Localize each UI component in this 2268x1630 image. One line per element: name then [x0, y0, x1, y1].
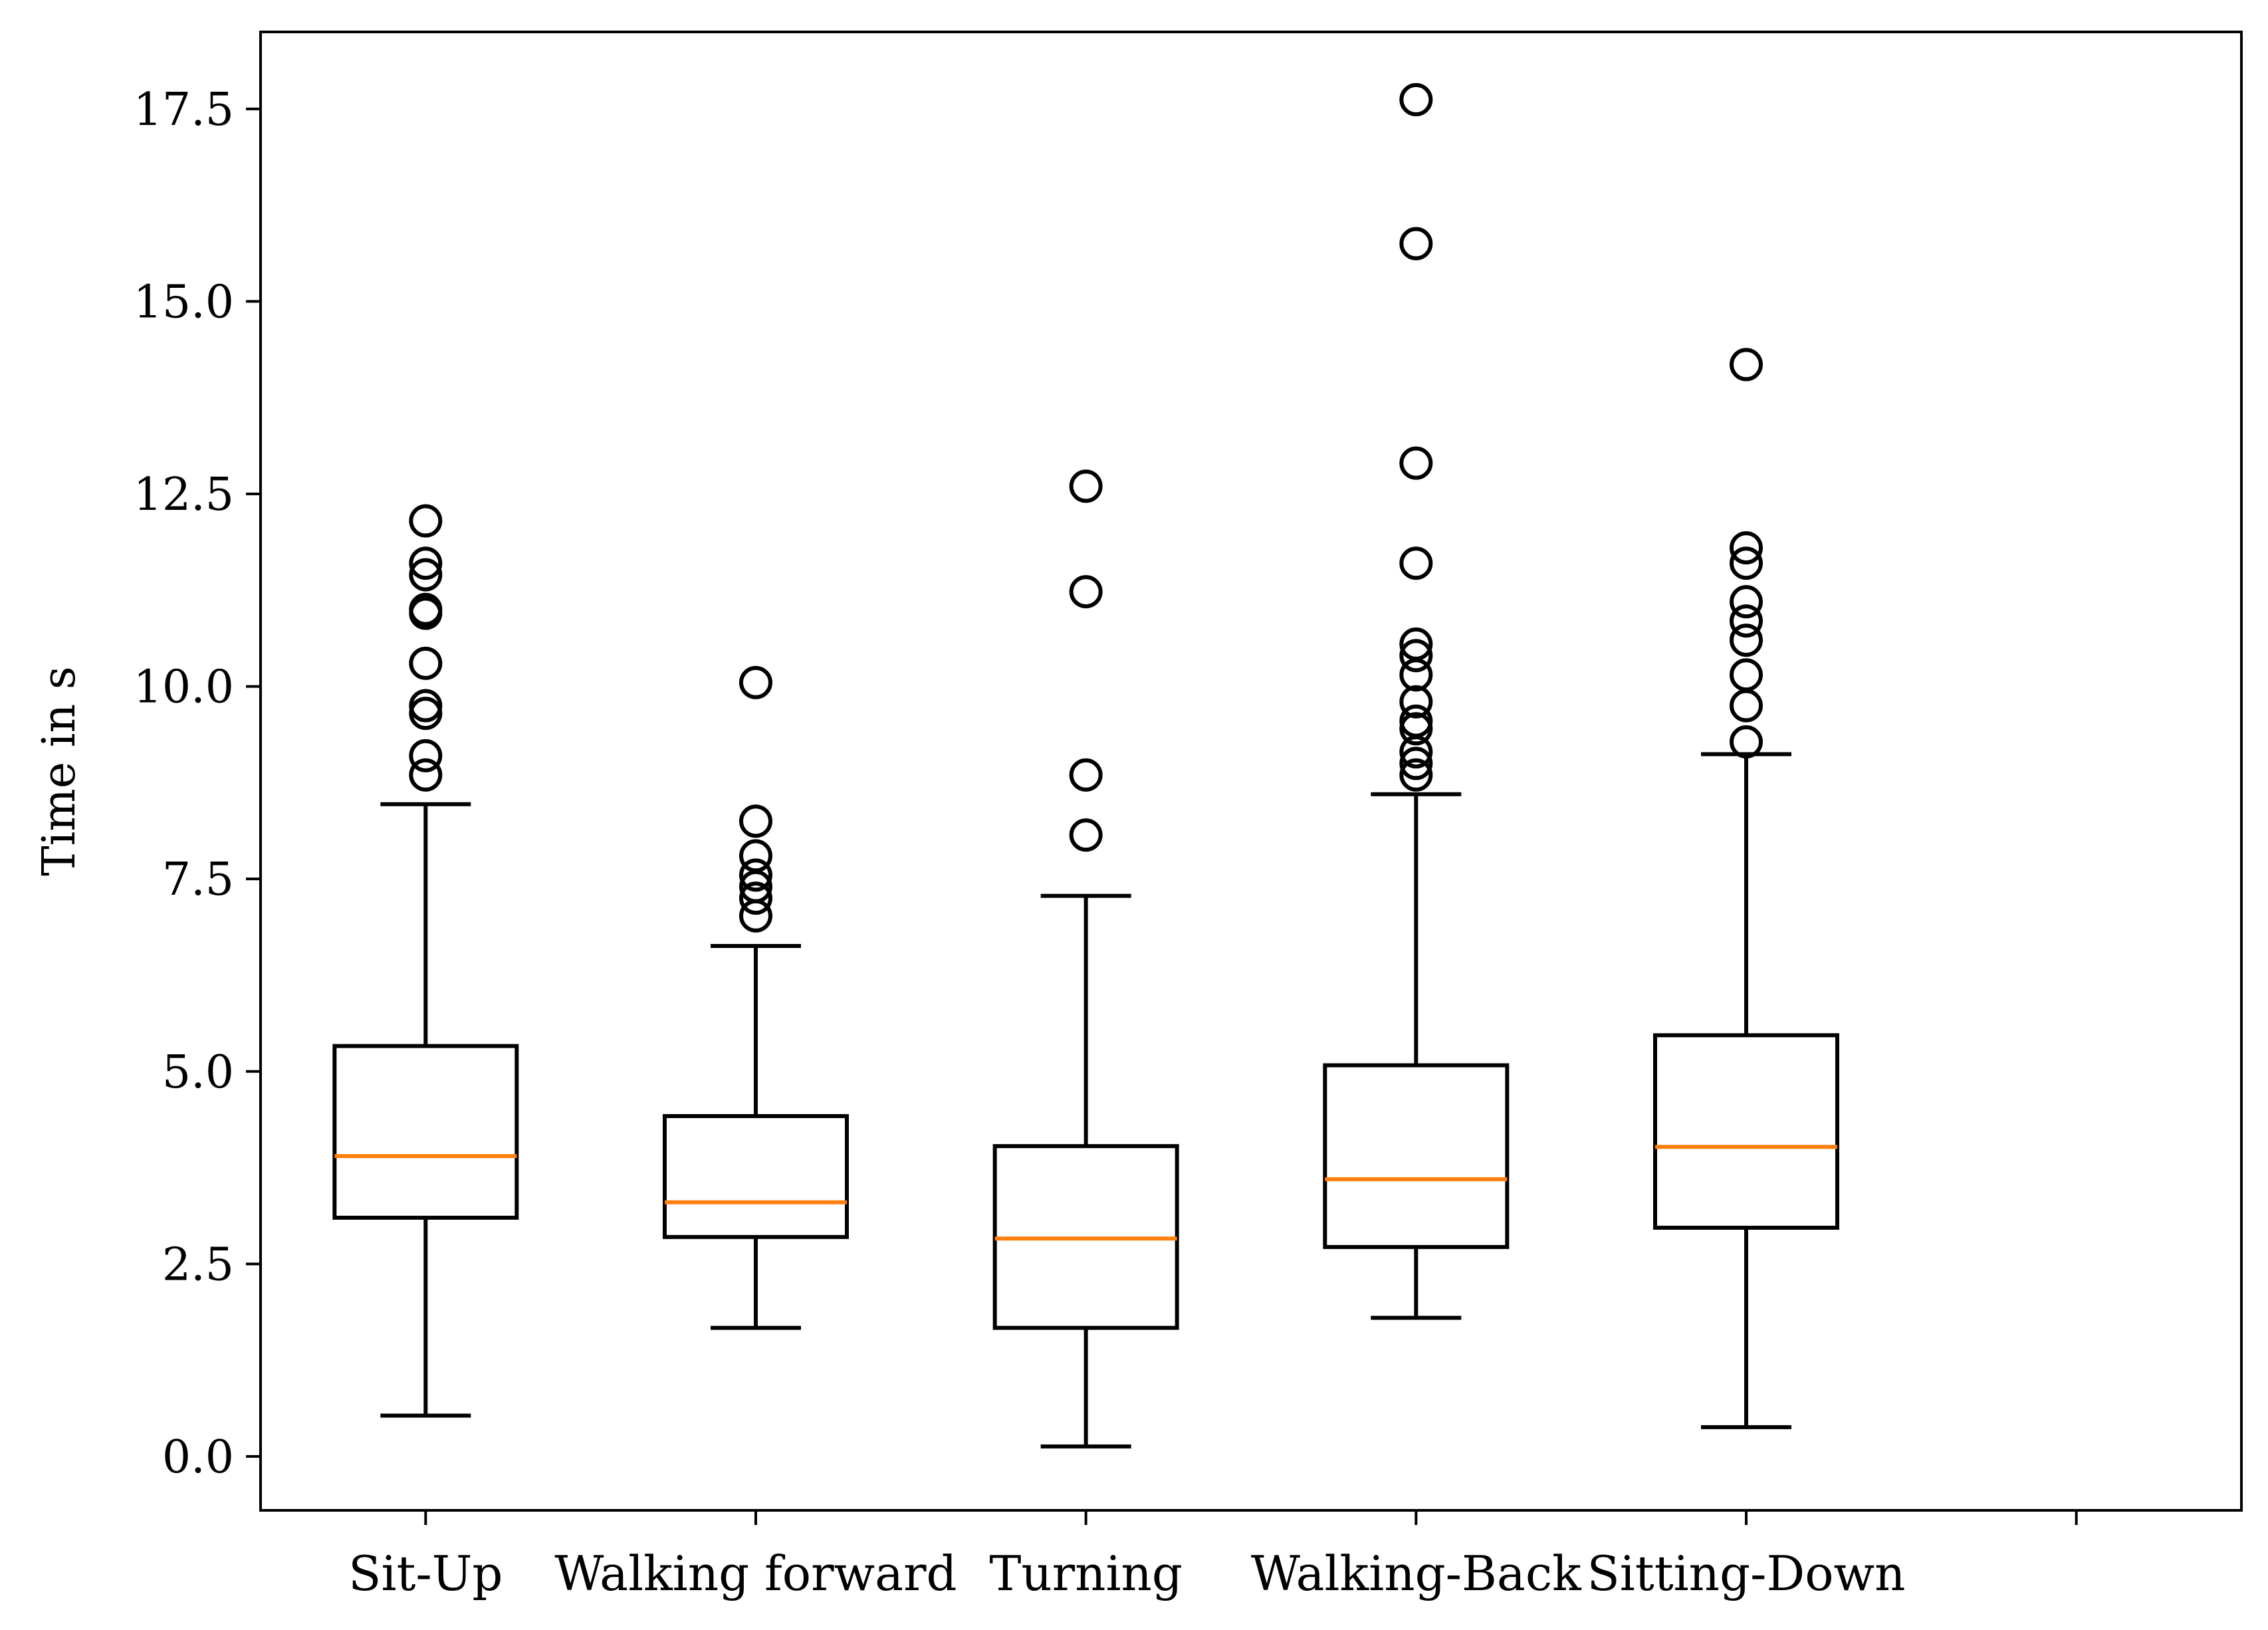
outlier-point: [739, 858, 772, 892]
outlier-point: [409, 646, 443, 680]
outlier-point: [1399, 758, 1433, 792]
x-tick-label: Sitting-Down: [1587, 1546, 1905, 1601]
y-axis-label: Time in s: [33, 666, 86, 876]
y-tick-label: 5.0: [162, 1046, 234, 1099]
outlier-point: [1069, 469, 1103, 503]
x-tick-label: Walking-Back: [1251, 1546, 1582, 1601]
outlier-point: [409, 739, 443, 772]
box-sit-up: [332, 504, 519, 1418]
y-tick-label: 0.0: [162, 1431, 234, 1484]
y-tick-label: 10.0: [134, 661, 234, 714]
outlier-point: [1069, 758, 1103, 792]
outlier-point: [1399, 627, 1433, 661]
outlier-point: [1730, 658, 1763, 692]
outlier-point: [1730, 624, 1763, 657]
box-walking-forward: [663, 665, 849, 1330]
outlier-point: [409, 546, 443, 580]
box-turning: [992, 469, 1179, 1449]
outlier-point: [1069, 575, 1103, 609]
x-axis: Sit-Up Walking forward Turning Walking-Back…: [348, 1510, 2078, 1601]
outlier-point: [409, 758, 443, 792]
outlier-point: [409, 504, 443, 538]
y-axis: 0.0 2.5 5.0 7.5 10.0 12.5 15.0 17.5: [134, 84, 261, 1484]
outlier-point: [1730, 725, 1763, 758]
x-tick-label: Turning: [989, 1546, 1183, 1601]
outlier-point: [1399, 747, 1433, 780]
outlier-point: [1399, 639, 1433, 673]
iqr-box: [1653, 1033, 1839, 1230]
outlier-point: [1399, 227, 1433, 261]
iqr-box: [332, 1044, 519, 1220]
y-tick-label: 15.0: [134, 276, 234, 328]
outlier-point: [1399, 546, 1433, 580]
axes-frame: [259, 31, 2243, 1512]
outlier-point: [1069, 818, 1103, 852]
outlier-point: [409, 592, 443, 626]
y-tick-label: 12.5: [134, 469, 234, 521]
outlier-point: [739, 665, 772, 699]
outlier-point: [739, 881, 772, 915]
outlier-point: [1399, 82, 1433, 116]
box-sitting-down: [1653, 348, 1839, 1429]
y-tick-label: 2.5: [162, 1238, 234, 1291]
outlier-point: [1399, 685, 1433, 719]
plot-area: [259, 31, 2243, 1512]
y-tick-label: 17.5: [134, 84, 234, 136]
outlier-point: [1730, 546, 1763, 580]
box-walking-back: [1323, 82, 1510, 1320]
x-tick-label: Sit-Up: [348, 1546, 503, 1601]
iqr-box: [663, 1113, 849, 1239]
y-tick-label: 7.5: [162, 854, 234, 906]
outlier-point: [739, 839, 772, 873]
outlier-point: [1730, 348, 1763, 382]
outlier-point: [1730, 531, 1763, 565]
outlier-point: [1399, 446, 1433, 480]
outlier-point: [1730, 585, 1763, 619]
outlier-point: [409, 558, 443, 592]
outlier-point: [409, 689, 443, 723]
x-tick-label: Walking forward: [554, 1546, 957, 1601]
outlier-point: [1399, 704, 1433, 738]
iqr-box: [1323, 1063, 1510, 1249]
outlier-point: [1730, 604, 1763, 638]
outlier-point: [739, 804, 772, 838]
